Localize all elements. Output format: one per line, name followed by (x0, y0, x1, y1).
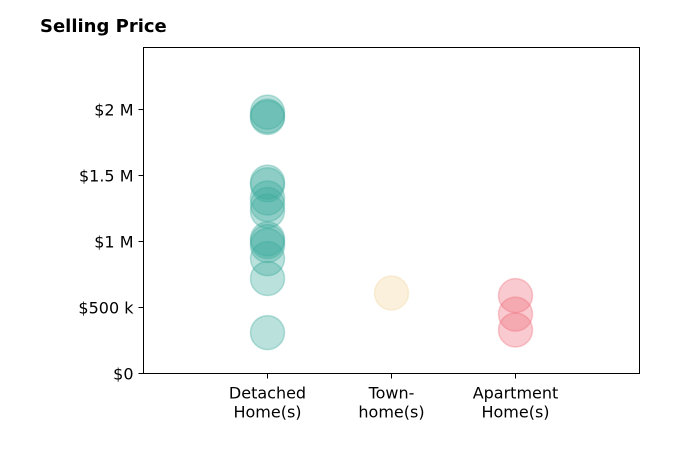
x-tick-label: home(s) (358, 403, 424, 422)
y-tick-label: $1 M (94, 233, 133, 252)
chart-title: Selling Price (40, 16, 167, 37)
y-tick-label: $0 (113, 365, 133, 384)
data-point (249, 99, 286, 136)
data-point (497, 277, 534, 314)
x-tick-label: Apartment (473, 384, 559, 403)
data-point (497, 296, 534, 332)
data-point (249, 186, 286, 223)
y-tick-label: $2 M (94, 101, 133, 120)
data-point (249, 94, 286, 130)
y-tick-label: $1.5 M (79, 167, 134, 186)
data-point (249, 227, 286, 264)
data-points (249, 94, 534, 351)
data-point (249, 240, 286, 277)
data-point (249, 180, 286, 216)
y-axis: $0 $500 k $1 M $1.5 M $2 M (78, 101, 144, 384)
data-point (249, 314, 286, 351)
x-axis: DetachedHome(s)Town-home(s)ApartmentHome… (229, 373, 559, 422)
plot-frame (143, 47, 640, 374)
data-point (249, 167, 286, 203)
data-point (249, 193, 286, 229)
data-point (249, 221, 286, 257)
data-point (249, 98, 286, 134)
data-point (249, 260, 286, 297)
x-tick-label: Detached (229, 384, 306, 403)
data-point (373, 275, 410, 311)
data-point (249, 223, 286, 260)
x-tick-label: Home(s) (233, 403, 301, 422)
data-point (497, 312, 534, 348)
x-tick-label: Home(s) (481, 403, 549, 422)
y-tick-label: $500 k (78, 299, 134, 318)
data-point (249, 164, 286, 200)
x-tick-label: Town- (368, 384, 415, 403)
